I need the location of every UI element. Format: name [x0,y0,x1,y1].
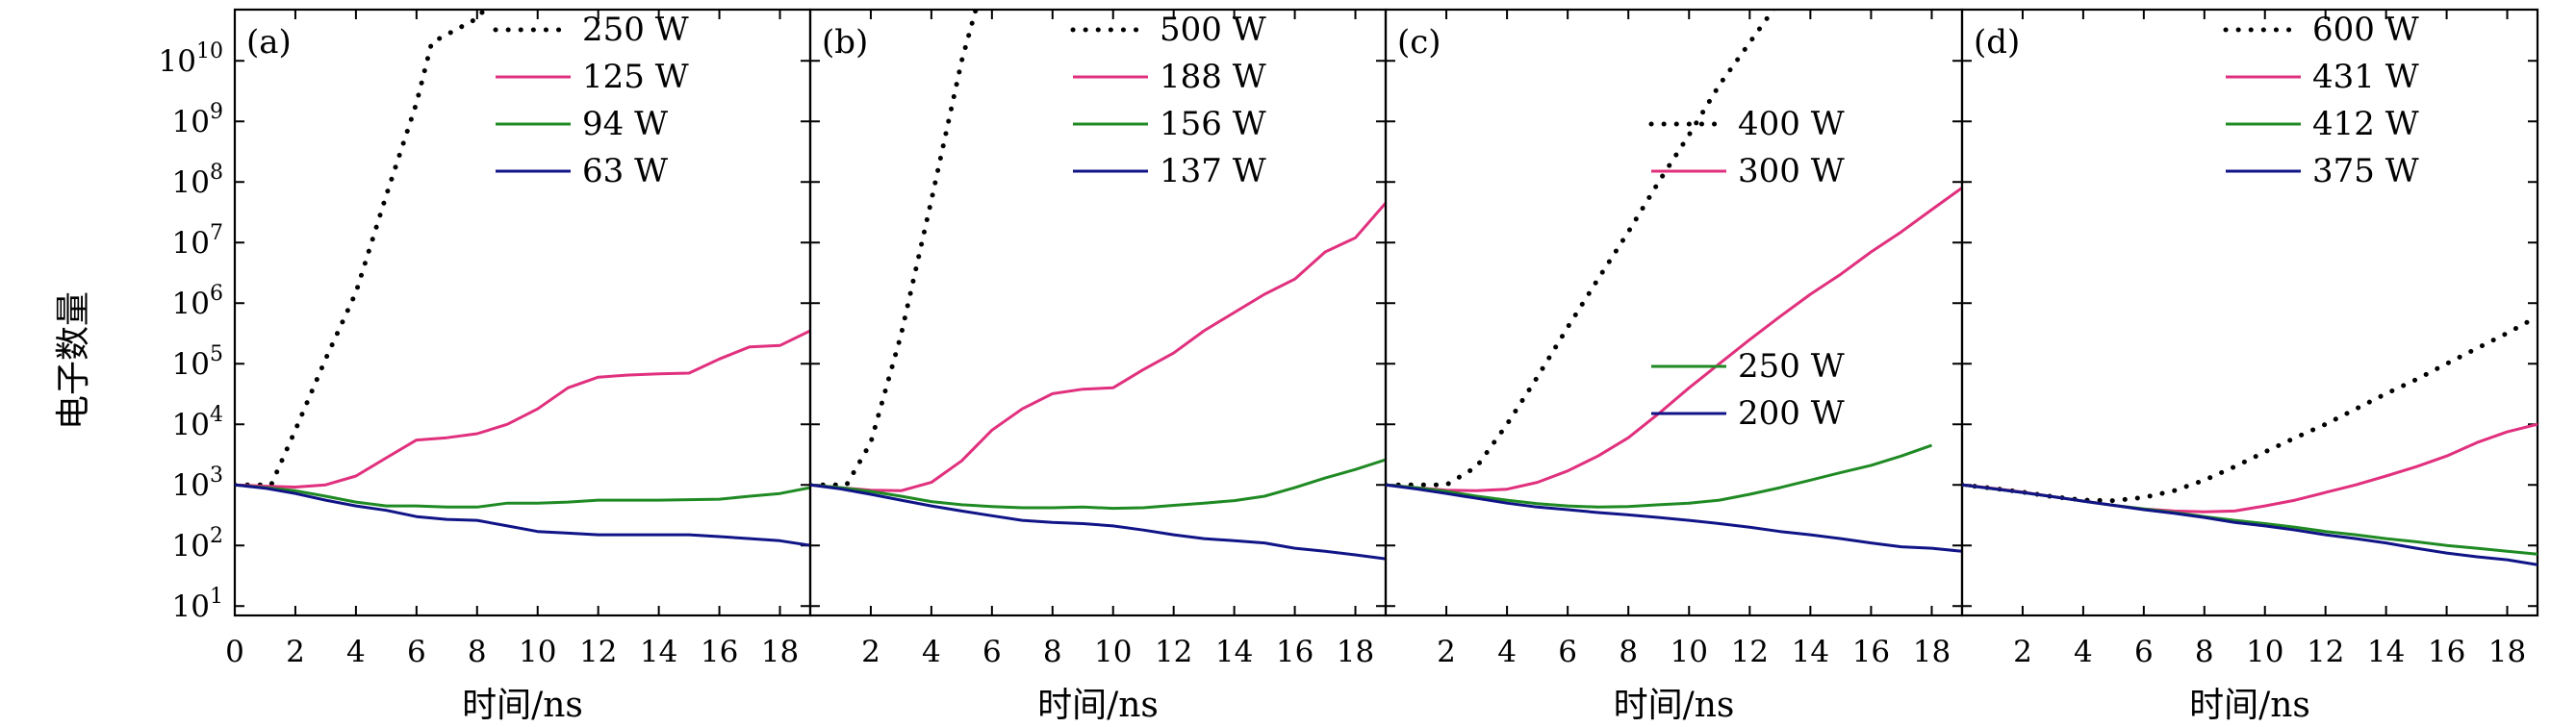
series-line-375w [1962,483,2538,566]
x-tick-label: 10 [2246,635,2283,669]
x-tick-label: 16 [1852,635,1890,669]
x-tick-label: 16 [701,635,738,669]
plot-frame [1960,8,2539,617]
y-tick-label: 1010 [159,39,223,79]
x-axis-label: 时间/ns [2189,686,2310,725]
legend-label: 63 W [582,152,668,190]
series-line-125w [235,329,810,489]
series-line-300w [1386,187,1962,492]
x-tick-label: 6 [982,635,1002,669]
series-line-600w [1962,313,2538,504]
y-axis-label: 电子数量 [54,291,93,430]
legend-label: 94 W [582,105,668,143]
y-tick-label: 104 [172,403,223,442]
x-tick-label: 8 [1043,635,1062,669]
series-line-137w [810,483,1386,561]
legend-label: 125 W [582,58,689,96]
panel-label: (c) [1397,23,1441,62]
plot-frame [1384,8,1964,617]
series-line-500w [810,10,979,488]
x-tick-label: 12 [579,635,617,669]
legend-label: 200 W [1738,394,1845,433]
x-tick-label: 14 [2367,635,2405,669]
series-line-250w [235,10,488,488]
x-tick-label: 16 [1276,635,1314,669]
x-tick-label: 8 [2195,635,2214,669]
x-tick-label: 6 [1558,635,1577,669]
x-tick-label: 18 [761,635,799,669]
series-line-431w [1962,422,2538,514]
x-tick-label: 4 [1497,635,1517,669]
x-tick-label: 16 [2428,635,2465,669]
panel-label: (a) [246,23,292,62]
series-line-200w [1386,483,1962,553]
x-tick-label: 4 [922,635,941,669]
series-line-156w [810,458,1386,511]
x-tick-label: 18 [1913,635,1951,669]
x-tick-label: 14 [1792,635,1829,669]
series-line-188w [810,202,1386,492]
legend-label: 412 W [2312,105,2419,143]
x-tick-label: 8 [468,635,487,669]
legend-label: 600 W [2312,11,2419,49]
legend-label: 300 W [1738,152,1845,190]
series-line-94w [235,483,810,509]
x-tick-label: 4 [2074,635,2093,669]
legend-label: 400 W [1738,105,1845,143]
x-tick-label: 2 [286,635,305,669]
x-tick-label: 18 [1337,635,1374,669]
legend-label: 137 W [1160,152,1266,190]
legend-label: 500 W [1160,11,1266,49]
y-tick-label: 105 [172,342,223,382]
y-tick-label: 109 [172,100,223,139]
x-tick-label: 12 [1155,635,1192,669]
x-tick-label: 10 [519,635,556,669]
x-axis-label: 时间/ns [1614,686,1735,725]
y-tick-label: 103 [172,464,223,503]
panel-d: 2 4 6 8 10 12 14 16 18 时间/ns (d) 600 W 431 W 412 W 375… [1960,8,2539,725]
plot-frame [233,8,812,617]
x-tick-label: 2 [1437,635,1456,669]
x-tick-label: 12 [1731,635,1769,669]
x-tick-label: 2 [861,635,880,669]
x-tick-label: 18 [2488,635,2526,669]
legend-label: 156 W [1160,105,1266,143]
x-tick-label: 10 [1671,635,1708,669]
legend-label: 375 W [2312,152,2419,190]
y-tick-label: 101 [172,585,223,624]
x-tick-label: 6 [407,635,426,669]
legend-label: 188 W [1160,58,1266,96]
x-tick-label: 8 [1619,635,1638,669]
y-tick-label: 102 [172,524,223,564]
series-line-400w [1386,10,1776,488]
panel-label: (b) [822,23,868,62]
panel-b: 2 4 6 8 10 12 14 16 18 时间/ns (b) 500 W 188 W 156 W 137… [808,8,1388,725]
x-tick-label: 12 [2307,635,2344,669]
x-tick-label: 10 [1094,635,1132,669]
legend-label: 431 W [2312,58,2419,96]
x-tick-label: 2 [2013,635,2032,669]
legend-label: 250 W [582,11,689,49]
legend-label: 250 W [1738,347,1845,386]
series-line-250w [1386,443,1932,509]
y-tick-label: 108 [172,161,223,200]
y-tick-label: 107 [172,221,223,261]
x-axis-label: 时间/ns [1037,686,1159,725]
x-tick-label: 6 [2134,635,2154,669]
x-tick-label: 14 [1215,635,1253,669]
panel-c: 2 4 6 8 10 12 14 16 18 时间/ns (c) 400 W 300 W 250 W 200… [1384,8,1964,725]
x-tick-label: 0 [225,635,244,669]
series-line-63w [235,483,810,547]
x-axis-label: 时间/ns [462,686,583,725]
x-tick-label: 14 [640,635,677,669]
panel-label: (d) [1974,23,2020,62]
x-tick-label: 4 [346,635,366,669]
y-tick-label: 106 [172,282,223,321]
panel-a: 101 102 103 104 105 106 107 108 109 1010 0 2 4 6 8 10 12… [159,8,812,725]
